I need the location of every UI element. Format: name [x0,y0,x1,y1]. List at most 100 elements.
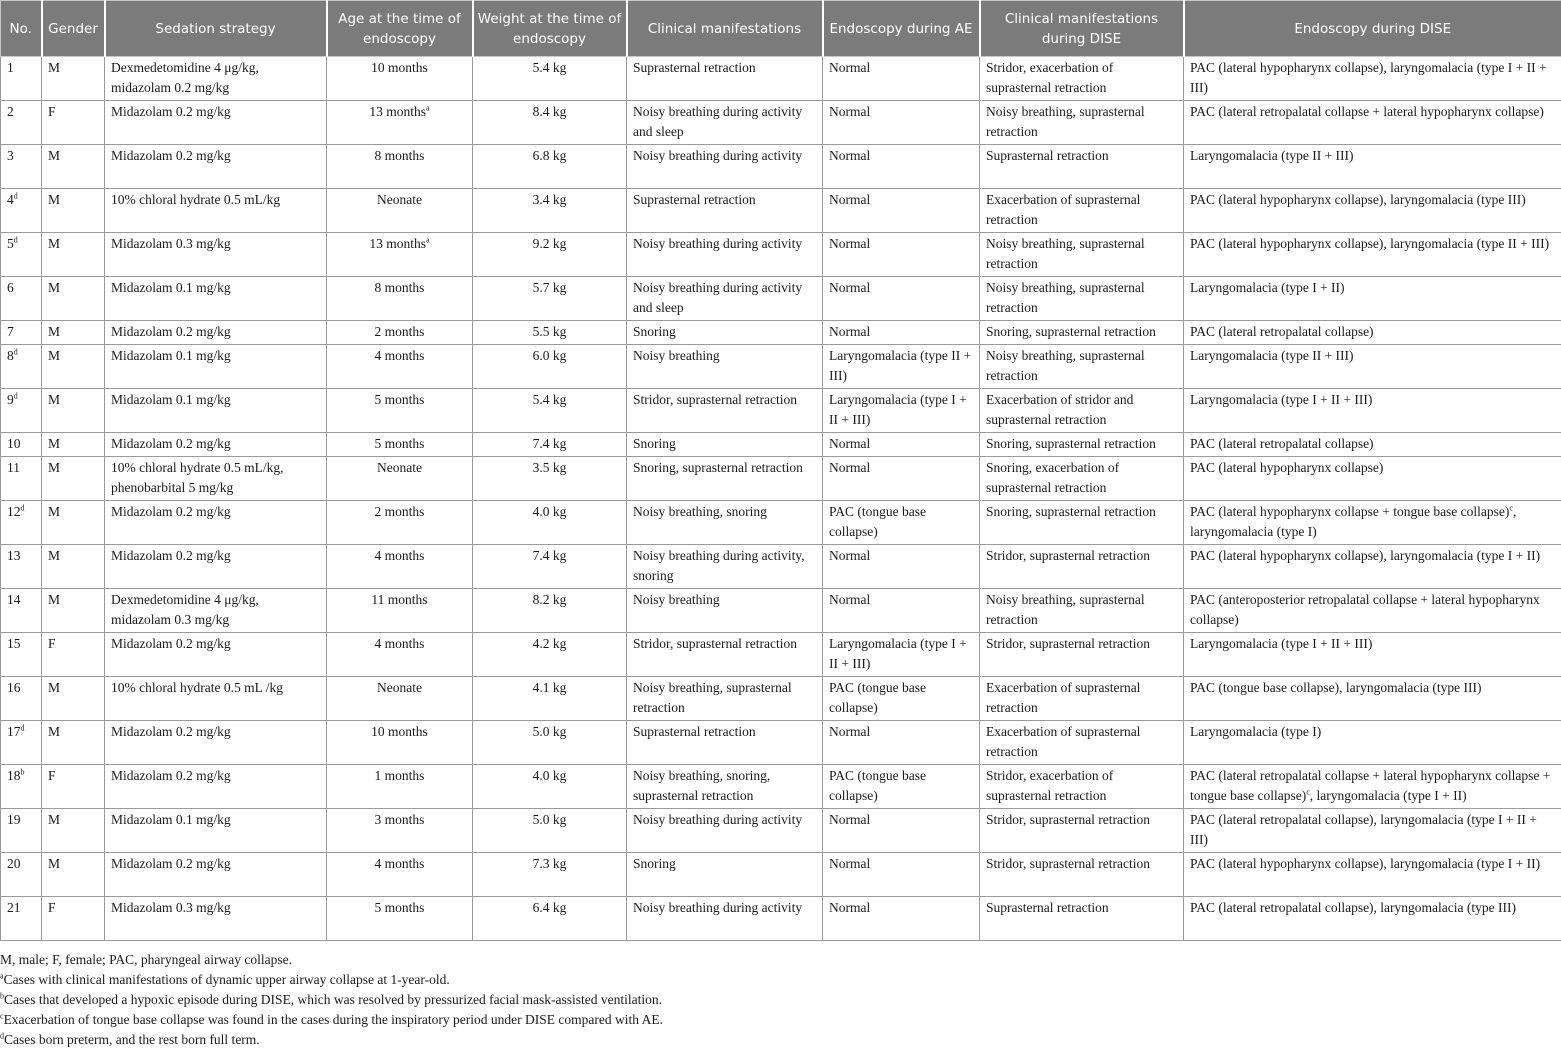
cell-weight: 5.7 kg [473,277,627,321]
cell-sedation: 10% chloral hydrate 0.5 mL /kg [105,677,327,721]
cell-sedation: Dexmedetomidine 4 μg/kg, midazolam 0.3 m… [105,589,327,633]
cell-age: 4 months [327,545,473,589]
cell-gender: M [42,277,105,321]
cell-text: PAC (lateral retropalatal collapse), lar… [1190,812,1537,847]
cell-clinical: Noisy breathing during activity [627,233,823,277]
cell-age: 10 months [327,721,473,765]
cell-endo-ae: PAC (tongue base collapse) [823,677,980,721]
cell-sedation: Midazolam 0.2 mg/kg [105,433,327,457]
cell-endo-dise: Laryngomalacia (type I + II + III) [1184,389,1561,433]
cell-text: 9 [7,392,14,407]
header-weight: Weight at the time of endoscopy [473,1,627,57]
cell-endo-dise: Laryngomalacia (type I + II) [1184,277,1561,321]
cell-endo-ae: Normal [823,545,980,589]
cell-clinical-dise: Noisy breathing, suprasternal retraction [980,101,1184,145]
cell-sedation: Midazolam 0.1 mg/kg [105,277,327,321]
cell-text: 4 [7,192,14,207]
cell-weight: 4.2 kg [473,633,627,677]
cell-age: 4 months [327,633,473,677]
cell-text: 10 months [371,60,428,75]
footnote: bCases that developed a hypoxic episode … [0,990,663,1010]
footnote: M, male; F, female; PAC, pharyngeal airw… [0,950,663,970]
cell-gender: M [42,589,105,633]
cell-clinical-dise: Snoring, suprasternal retraction [980,321,1184,345]
cell-text: Neonate [377,680,422,695]
cell-endo-ae: PAC (tongue base collapse) [823,501,980,545]
cell-endo-dise: Laryngomalacia (type I) [1184,721,1561,765]
cell-endo-ae: Normal [823,897,980,941]
footnote: aCases with clinical manifestations of d… [0,970,663,990]
footnote-text: Cases that developed a hypoxic episode d… [4,992,662,1007]
cell-no: 21 [1,897,42,941]
cell-age: 13 monthsa [327,101,473,145]
cell-age: 8 months [327,145,473,189]
cell-text: 4 months [375,636,425,651]
cell-endo-dise: PAC (lateral hypopharynx collapse), lary… [1184,853,1561,897]
cell-sedation: Midazolam 0.2 mg/kg [105,321,327,345]
cell-clinical-dise: Exacerbation of stridor and suprasternal… [980,389,1184,433]
cell-weight: 4.0 kg [473,765,627,809]
cell-clinical: Noisy breathing [627,589,823,633]
cell-endo-dise: PAC (lateral retropalatal collapse) [1184,433,1561,457]
footnote-text: Cases born preterm, and the rest born fu… [4,1032,260,1047]
header-gender: Gender [42,1,105,57]
cell-text: 7 [7,324,14,339]
footnote-text: Exacerbation of tongue base collapse was… [4,1012,663,1027]
cell-clinical-dise: Snoring, exacerbation of suprasternal re… [980,457,1184,501]
cell-no: 19 [1,809,42,853]
cell-text: 10 [7,436,21,451]
cell-age: 3 months [327,809,473,853]
cell-clinical-dise: Stridor, exacerbation of suprasternal re… [980,765,1184,809]
cell-text: , laryngomalacia (type I + II) [1310,788,1467,803]
cell-no: 14 [1,589,42,633]
cell-gender: F [42,633,105,677]
footnote-mark: d [14,236,18,245]
cell-weight: 6.0 kg [473,345,627,389]
cell-clinical: Snoring [627,433,823,457]
cell-text: Laryngomalacia (type I + II + III) [1190,636,1372,651]
cell-no: 17d [1,721,42,765]
cell-gender: M [42,545,105,589]
cell-text: PAC (lateral hypopharynx collapse), lary… [1190,856,1540,871]
cell-text: PAC (lateral retropalatal collapse), lar… [1190,900,1516,915]
cell-gender: M [42,677,105,721]
cell-clinical: Noisy breathing, suprasternal retraction [627,677,823,721]
cell-weight: 3.4 kg [473,189,627,233]
cell-clinical: Suprasternal retraction [627,721,823,765]
cell-age: Neonate [327,457,473,501]
cell-endo-ae: Normal [823,853,980,897]
cell-clinical: Suprasternal retraction [627,189,823,233]
cell-clinical-dise: Stridor, suprasternal retraction [980,545,1184,589]
cell-weight: 3.5 kg [473,457,627,501]
cell-text: PAC (lateral hypopharynx collapse), lary… [1190,60,1547,95]
cell-endo-ae: Normal [823,809,980,853]
cell-gender: M [42,501,105,545]
cell-sedation: Midazolam 0.2 mg/kg [105,765,327,809]
cell-endo-dise: PAC (lateral retropalatal collapse + lat… [1184,765,1561,809]
cell-text: 16 [7,680,21,695]
header-age: Age at the time of endoscopy [327,1,473,57]
cell-text: 15 [7,636,21,651]
cell-text: 2 months [375,324,425,339]
footnote-mark: a [426,236,430,245]
cell-age: 5 months [327,897,473,941]
cell-text: 13 months [369,104,426,119]
cell-text: 1 [7,60,14,75]
cell-text: 2 [7,104,14,119]
cell-age: 13 monthsa [327,233,473,277]
header-no: No. [1,1,42,57]
cell-age: 5 months [327,433,473,457]
cell-gender: M [42,721,105,765]
cell-endo-ae: Normal [823,57,980,101]
cell-clinical-dise: Noisy breathing, suprasternal retraction [980,277,1184,321]
cell-no: 7 [1,321,42,345]
